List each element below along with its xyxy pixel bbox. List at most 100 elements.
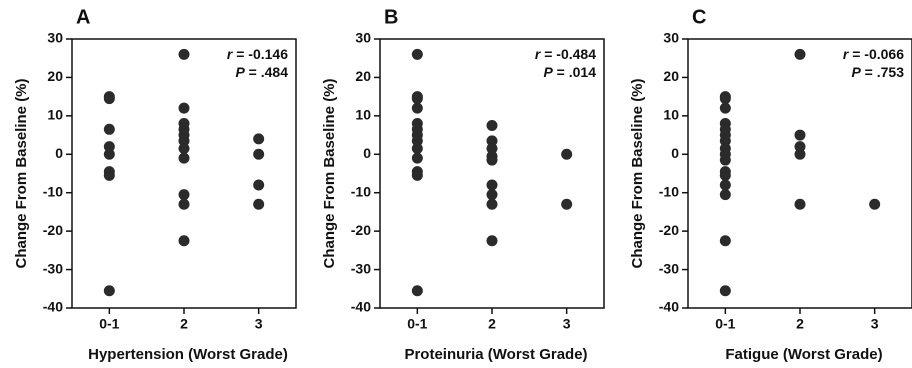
annotation: P = .014: [543, 64, 596, 80]
x-tick-label: 2: [488, 316, 496, 332]
data-point: [486, 119, 498, 131]
data-point: [486, 179, 498, 191]
data-point: [794, 148, 806, 160]
y-tick-label: 10: [663, 107, 679, 123]
x-tick-label: 3: [563, 316, 571, 332]
y-tick-label: -30: [351, 260, 371, 276]
data-point: [178, 102, 190, 114]
data-point: [486, 143, 498, 155]
annotation-text: = .484: [249, 64, 289, 80]
data-point: [794, 141, 806, 153]
x-tick-label: 3: [255, 316, 263, 332]
data-point: [103, 285, 115, 297]
y-tick-label: -30: [43, 260, 63, 276]
annotation-symbol: r: [843, 46, 850, 62]
data-point: [253, 179, 265, 191]
data-point: [103, 141, 115, 153]
data-point: [869, 198, 881, 210]
x-tick-label: 0-1: [99, 316, 119, 332]
y-tick-label: -10: [659, 183, 679, 199]
data-point: [253, 148, 265, 160]
y-tick-label: 30: [355, 30, 371, 46]
data-point: [411, 135, 423, 147]
x-tick-label: 3: [871, 316, 879, 332]
annotation-symbol: r: [227, 46, 234, 62]
data-point: [103, 148, 115, 160]
data-point: [411, 169, 423, 181]
data-point: [486, 135, 498, 147]
data-point: [719, 135, 731, 147]
x-tick-label: 0-1: [715, 316, 735, 332]
data-point: [178, 143, 190, 155]
data-point: [719, 169, 731, 181]
data-point: [719, 179, 731, 191]
annotation-symbol: r: [535, 46, 542, 62]
annotation-symbol: P: [851, 64, 861, 80]
data-point: [719, 154, 731, 166]
data-point: [411, 152, 423, 164]
y-tick-label: -20: [43, 222, 63, 238]
y-axis-label: Change From Baseline (%): [13, 78, 30, 268]
panel-label: B: [384, 6, 398, 28]
annotation-text: = -0.066: [852, 46, 904, 62]
annotation-symbol: P: [235, 64, 245, 80]
data-point: [253, 198, 265, 210]
y-tick-label: 20: [47, 68, 63, 84]
annotation-text: = -0.484: [544, 46, 596, 62]
data-point: [411, 93, 423, 105]
y-tick-label: 20: [355, 68, 371, 84]
data-point: [411, 48, 423, 60]
y-tick-label: 30: [47, 30, 63, 46]
data-point: [486, 198, 498, 210]
data-point: [103, 169, 115, 181]
y-axis-label: Change From Baseline (%): [321, 78, 338, 268]
x-axis-label: Fatigue (Worst Grade): [725, 346, 882, 363]
y-tick-label: -30: [659, 260, 679, 276]
y-tick-label: -40: [659, 299, 679, 315]
data-point: [411, 102, 423, 114]
annotation: r = -0.066: [843, 46, 904, 62]
x-tick-label: 0-1: [407, 316, 427, 332]
data-point: [719, 235, 731, 247]
data-point: [178, 135, 190, 147]
data-point: [486, 189, 498, 201]
data-point: [178, 198, 190, 210]
x-tick-label: 2: [180, 316, 188, 332]
y-tick-label: 10: [47, 107, 63, 123]
data-point: [178, 152, 190, 164]
annotation: r = -0.484: [535, 46, 596, 62]
x-axis-label: Proteinuria (Worst Grade): [404, 346, 587, 363]
data-point: [719, 285, 731, 297]
y-tick-label: -10: [43, 183, 63, 199]
data-point: [794, 48, 806, 60]
annotation-text: = -0.146: [236, 46, 288, 62]
data-point: [561, 148, 573, 160]
y-tick-label: -40: [351, 299, 371, 315]
y-tick-label: 10: [355, 107, 371, 123]
panel-label: A: [76, 6, 90, 28]
y-tick-label: 20: [663, 68, 679, 84]
data-point: [486, 235, 498, 247]
data-point: [561, 198, 573, 210]
y-tick-label: 0: [55, 145, 63, 161]
annotation-symbol: P: [543, 64, 553, 80]
y-axis-label: Change From Baseline (%): [629, 78, 646, 268]
data-point: [103, 123, 115, 135]
data-point: [411, 285, 423, 297]
data-point: [253, 133, 265, 145]
annotation: P = .484: [235, 64, 288, 80]
x-tick-label: 2: [796, 316, 804, 332]
y-tick-label: -10: [351, 183, 371, 199]
y-tick-label: 0: [671, 145, 679, 161]
annotation: P = .753: [851, 64, 904, 80]
data-point: [719, 93, 731, 105]
data-point: [486, 154, 498, 166]
annotation: r = -0.146: [227, 46, 288, 62]
annotation-text: = .014: [557, 64, 597, 80]
x-axis-label: Hypertension (Worst Grade): [88, 346, 288, 363]
data-point: [719, 189, 731, 201]
data-point: [411, 143, 423, 155]
data-point: [178, 235, 190, 247]
annotation-text: = .753: [865, 64, 905, 80]
data-point: [103, 93, 115, 105]
